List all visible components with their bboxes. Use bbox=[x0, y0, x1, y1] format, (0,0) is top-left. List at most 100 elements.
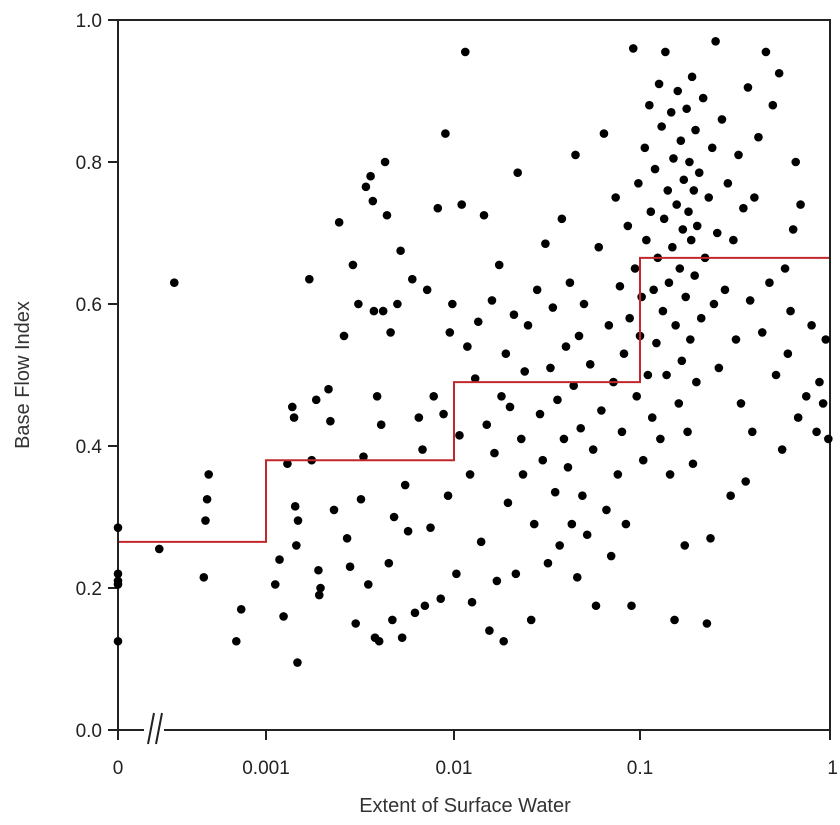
data-point bbox=[287, 402, 297, 412]
data-point bbox=[485, 626, 494, 635]
data-point bbox=[588, 445, 598, 454]
data-point bbox=[561, 342, 571, 351]
data-point bbox=[397, 633, 407, 642]
data-point bbox=[154, 544, 164, 554]
data-point bbox=[585, 360, 595, 369]
data-point bbox=[372, 392, 382, 401]
data-point bbox=[674, 399, 684, 408]
data-point bbox=[439, 409, 448, 419]
data-point bbox=[460, 47, 470, 57]
data-point bbox=[470, 374, 480, 383]
data-point bbox=[675, 264, 685, 273]
data-point bbox=[678, 225, 688, 234]
data-point bbox=[345, 562, 355, 571]
data-point bbox=[494, 260, 504, 270]
data-point bbox=[765, 278, 774, 288]
x-tick-label: 0 bbox=[113, 758, 124, 779]
data-point bbox=[523, 321, 533, 330]
data-point bbox=[199, 573, 209, 582]
data-point bbox=[518, 470, 528, 479]
y-axis-title: Base Flow Index bbox=[12, 301, 34, 449]
data-point bbox=[720, 285, 730, 295]
data-point bbox=[628, 44, 638, 53]
data-point bbox=[783, 349, 793, 359]
data-point bbox=[793, 413, 803, 422]
data-point bbox=[543, 558, 553, 568]
data-point bbox=[680, 541, 690, 550]
data-point bbox=[311, 395, 321, 405]
data-point bbox=[606, 551, 616, 561]
data-points bbox=[113, 37, 833, 667]
data-point bbox=[673, 86, 683, 96]
data-point bbox=[788, 225, 798, 234]
data-point bbox=[691, 125, 700, 135]
data-point bbox=[513, 168, 522, 177]
data-point bbox=[815, 377, 824, 387]
data-point bbox=[729, 235, 738, 245]
data-point bbox=[314, 590, 324, 600]
data-point bbox=[640, 143, 650, 153]
data-point bbox=[113, 569, 123, 579]
data-point bbox=[768, 100, 778, 110]
data-point bbox=[649, 285, 658, 295]
data-point bbox=[342, 534, 352, 543]
data-point bbox=[348, 260, 358, 270]
data-point bbox=[339, 331, 349, 341]
data-point bbox=[652, 338, 661, 348]
data-point bbox=[634, 179, 643, 188]
data-point bbox=[169, 278, 179, 288]
data-point bbox=[293, 516, 303, 525]
data-point bbox=[482, 420, 492, 430]
data-point bbox=[509, 310, 519, 319]
data-point bbox=[292, 541, 301, 550]
data-point bbox=[283, 459, 292, 469]
data-point bbox=[668, 242, 677, 252]
data-point bbox=[535, 409, 545, 419]
y-axis: 0.0 0.2 0.4 0.6 0.8 1.0 bbox=[76, 11, 118, 742]
data-point bbox=[351, 619, 360, 628]
data-point bbox=[745, 296, 755, 305]
data-point bbox=[780, 264, 790, 273]
data-point bbox=[672, 200, 681, 209]
data-point bbox=[557, 214, 567, 224]
data-point bbox=[654, 79, 664, 89]
data-point bbox=[505, 402, 515, 412]
x-axis: 0 0.001 0.01 0.1 1 bbox=[113, 730, 838, 779]
data-point bbox=[553, 395, 562, 405]
data-point bbox=[627, 601, 636, 611]
data-point bbox=[754, 132, 763, 142]
data-point bbox=[594, 242, 604, 252]
data-point bbox=[671, 321, 680, 330]
data-point bbox=[615, 281, 625, 291]
data-point bbox=[632, 392, 642, 401]
data-point bbox=[201, 516, 210, 525]
data-point bbox=[619, 349, 629, 359]
data-point bbox=[526, 615, 536, 625]
data-point bbox=[445, 328, 455, 337]
data-point bbox=[677, 356, 687, 366]
data-point bbox=[637, 292, 646, 302]
data-point bbox=[750, 193, 759, 202]
data-point bbox=[305, 274, 314, 284]
data-point bbox=[689, 186, 699, 195]
data-point bbox=[529, 519, 539, 529]
data-point bbox=[657, 122, 666, 131]
data-point bbox=[801, 392, 811, 401]
x-tick-label: 0.01 bbox=[436, 758, 473, 779]
data-point bbox=[236, 605, 246, 614]
data-point bbox=[567, 519, 577, 529]
data-point bbox=[602, 505, 611, 515]
data-point bbox=[723, 179, 733, 188]
data-point bbox=[290, 502, 300, 511]
data-point bbox=[422, 285, 432, 295]
data-point bbox=[443, 491, 453, 501]
data-point bbox=[707, 143, 717, 153]
data-point bbox=[771, 370, 781, 380]
data-point bbox=[662, 370, 671, 380]
data-point bbox=[777, 445, 787, 454]
data-point bbox=[448, 299, 457, 309]
data-point bbox=[324, 384, 333, 394]
data-point bbox=[670, 615, 679, 625]
y-tick-label: 0.8 bbox=[76, 153, 102, 174]
data-point bbox=[479, 210, 489, 220]
